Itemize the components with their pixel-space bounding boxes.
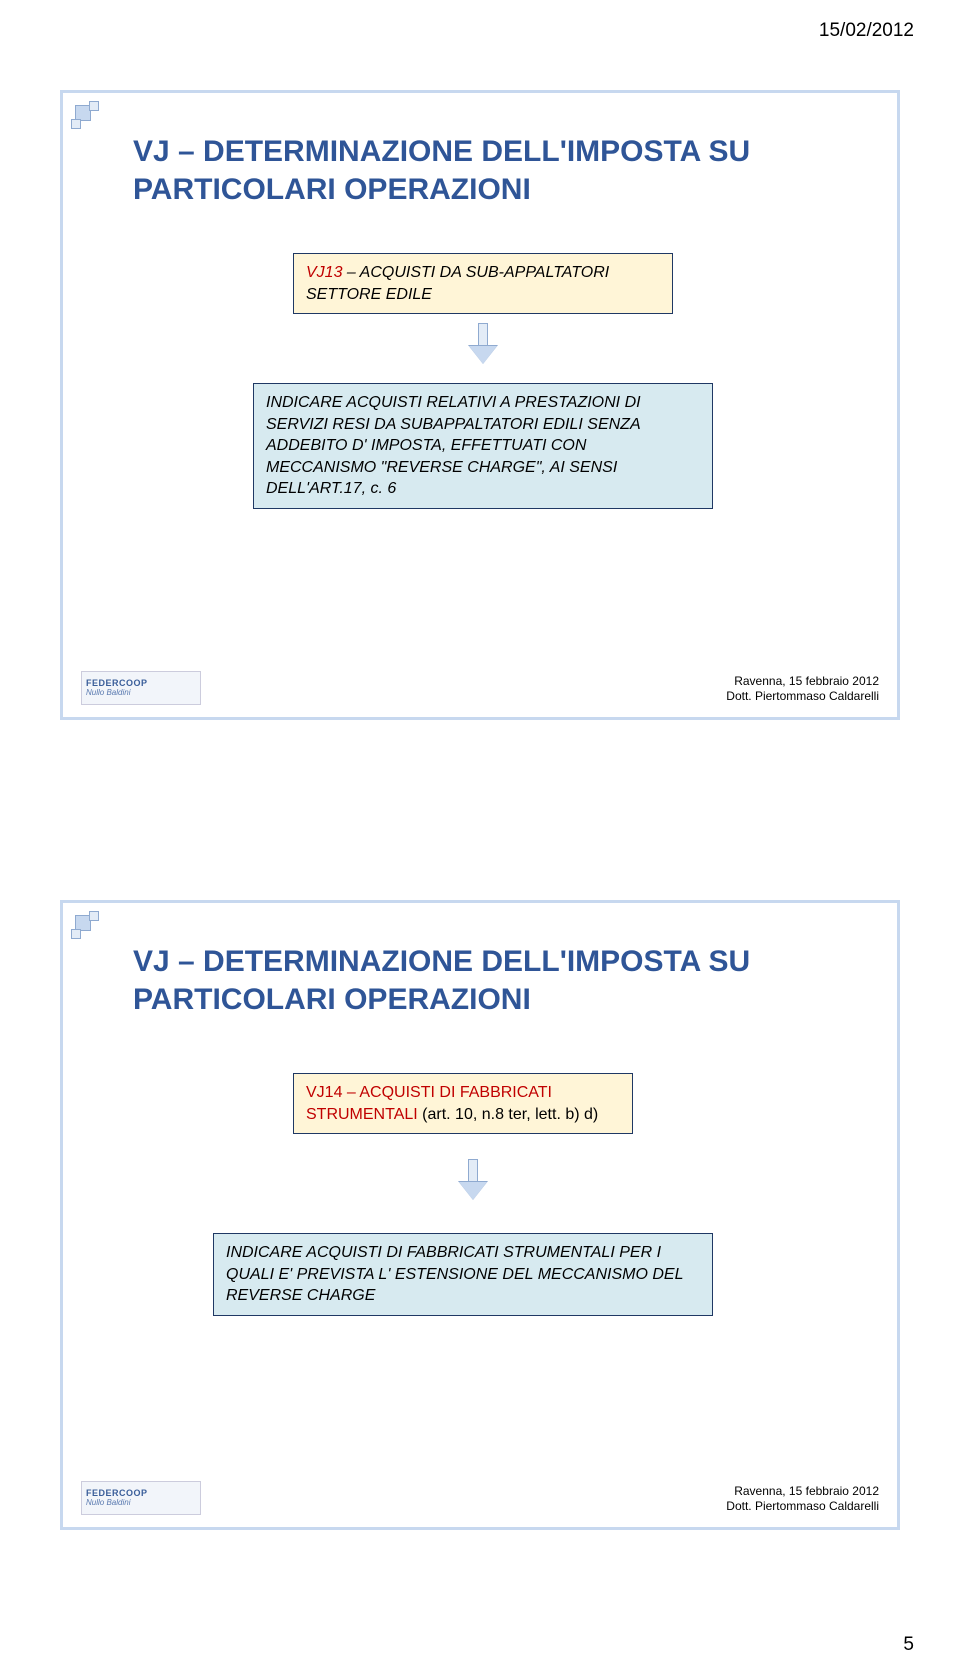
slide-1: VJ – DETERMINAZIONE DELL'IMPOSTA SU PART… bbox=[60, 90, 900, 720]
slide-title: VJ – DETERMINAZIONE DELL'IMPOSTA SU PART… bbox=[133, 133, 827, 208]
callout-black: (art. 10, n.8 ter, lett. b) d) bbox=[422, 1106, 598, 1123]
callout-bottom-text: INDICARE ACQUISTI DI FABBRICATI STRUMENT… bbox=[226, 1242, 700, 1307]
callout-prefix: VJ13 bbox=[306, 264, 342, 281]
callout-rest: – ACQUISTI DA SUB-APPALTATORI SETTORE ED… bbox=[306, 264, 609, 303]
footer-meta-date: Ravenna, 15 febbraio 2012 bbox=[726, 674, 879, 690]
arrow-down-icon bbox=[469, 323, 497, 365]
logo-line-2: Nullo Baldini bbox=[86, 689, 130, 698]
callout-text: VJ14 – ACQUISTI DI FABBRICATI STRUMENTAL… bbox=[306, 1082, 620, 1125]
footer-meta: Ravenna, 15 febbraio 2012 Dott. Piertomm… bbox=[726, 674, 879, 705]
arrow-down-icon bbox=[459, 1159, 487, 1201]
footer-meta-author: Dott. Piertommaso Caldarelli bbox=[726, 1499, 879, 1515]
logo-line-2: Nullo Baldini bbox=[86, 1499, 130, 1508]
logo-icon: FEDERCOOP Nullo Baldini bbox=[81, 671, 201, 705]
page-number: 5 bbox=[903, 1634, 914, 1656]
slide-footer: FEDERCOOP Nullo Baldini Ravenna, 15 febb… bbox=[81, 661, 879, 705]
footer-meta: Ravenna, 15 febbraio 2012 Dott. Piertomm… bbox=[726, 1484, 879, 1515]
callout-box-bottom: INDICARE ACQUISTI RELATIVI A PRESTAZIONI… bbox=[253, 383, 713, 509]
footer-meta-date: Ravenna, 15 febbraio 2012 bbox=[726, 1484, 879, 1500]
callout-box-bottom: INDICARE ACQUISTI DI FABBRICATI STRUMENT… bbox=[213, 1233, 713, 1316]
footer-meta-author: Dott. Piertommaso Caldarelli bbox=[726, 689, 879, 705]
slide-footer: FEDERCOOP Nullo Baldini Ravenna, 15 febb… bbox=[81, 1471, 879, 1515]
logo-icon: FEDERCOOP Nullo Baldini bbox=[81, 1481, 201, 1515]
callout-text: VJ13 – ACQUISTI DA SUB-APPALTATORI SETTO… bbox=[306, 262, 660, 305]
callout-box-top: VJ13 – ACQUISTI DA SUB-APPALTATORI SETTO… bbox=[293, 253, 673, 314]
callout-box-top: VJ14 – ACQUISTI DI FABBRICATI STRUMENTAL… bbox=[293, 1073, 633, 1134]
callout-bottom-text: INDICARE ACQUISTI RELATIVI A PRESTAZIONI… bbox=[266, 392, 700, 500]
slide-title: VJ – DETERMINAZIONE DELL'IMPOSTA SU PART… bbox=[133, 943, 827, 1018]
page: 15/02/2012 VJ – DETERMINAZIONE DELL'IMPO… bbox=[0, 0, 960, 1676]
slide-2: VJ – DETERMINAZIONE DELL'IMPOSTA SU PART… bbox=[60, 900, 900, 1530]
header-date: 15/02/2012 bbox=[819, 20, 914, 42]
